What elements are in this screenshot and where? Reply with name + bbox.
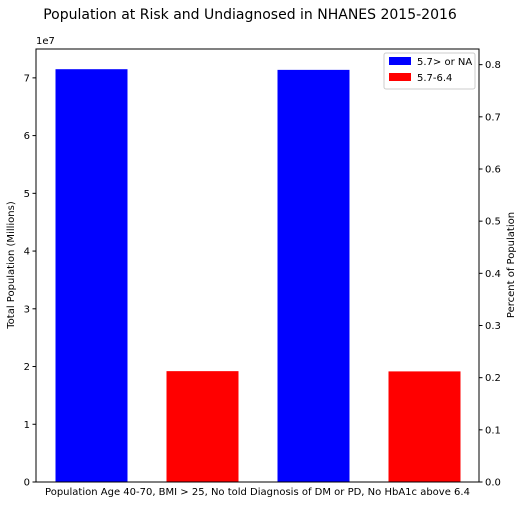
bar-1: [55, 69, 128, 482]
right-y-tick-label: 0.1: [485, 425, 501, 436]
right-y-tick-label: 0.6: [485, 164, 501, 175]
right-y-tick-label: 0.3: [485, 321, 501, 332]
left-y-tick-label: 6: [24, 131, 30, 142]
left-y-axis: 0 1 2 3 4 5 6 7: [24, 73, 36, 489]
left-y-tick-label: 1: [24, 420, 30, 431]
right-y-axis: 0.0 0.1 0.2 0.3 0.4 0.5 0.6 0.7 0.8: [479, 60, 501, 489]
left-y-tick-label: 0: [24, 478, 30, 489]
left-y-tick-label: 7: [24, 73, 30, 84]
right-y-tick-label: 0.4: [485, 269, 501, 280]
y-axis-label: Total Population (Millions): [6, 201, 17, 330]
legend: 5.7> or NA 5.7-6.4: [383, 52, 476, 90]
left-y-tick-label: 5: [24, 189, 30, 200]
chart-title: Population at Risk and Undiagnosed in NH…: [43, 7, 457, 23]
right-y-tick-label: 0.2: [485, 373, 501, 384]
bar-4: [388, 371, 461, 482]
right-y-tick-label: 0.8: [485, 60, 501, 71]
bar-3: [277, 69, 350, 483]
right-y-tick-label: 0.7: [485, 112, 501, 123]
legend-swatch: [389, 57, 411, 65]
x-axis-label: Population Age 40-70, BMI > 25, No told …: [45, 487, 470, 498]
left-y-tick-label: 2: [24, 362, 30, 373]
left-y-tick-label: 3: [24, 304, 30, 315]
legend-swatch: [389, 73, 411, 81]
y2-axis-label: Percent of Population: [506, 212, 517, 318]
legend-label: 5.7> or NA: [417, 57, 472, 68]
bar-2: [166, 371, 239, 482]
plot-frame: [35, 48, 480, 483]
legend-label: 5.7-6.4: [417, 73, 452, 84]
bars-layer: [55, 69, 461, 483]
right-y-tick-label: 0.0: [485, 478, 501, 489]
right-y-tick-label: 0.5: [485, 217, 501, 228]
left-y-tick-label: 4: [24, 247, 30, 258]
y-axis-offset-label: 1e7: [36, 36, 55, 47]
